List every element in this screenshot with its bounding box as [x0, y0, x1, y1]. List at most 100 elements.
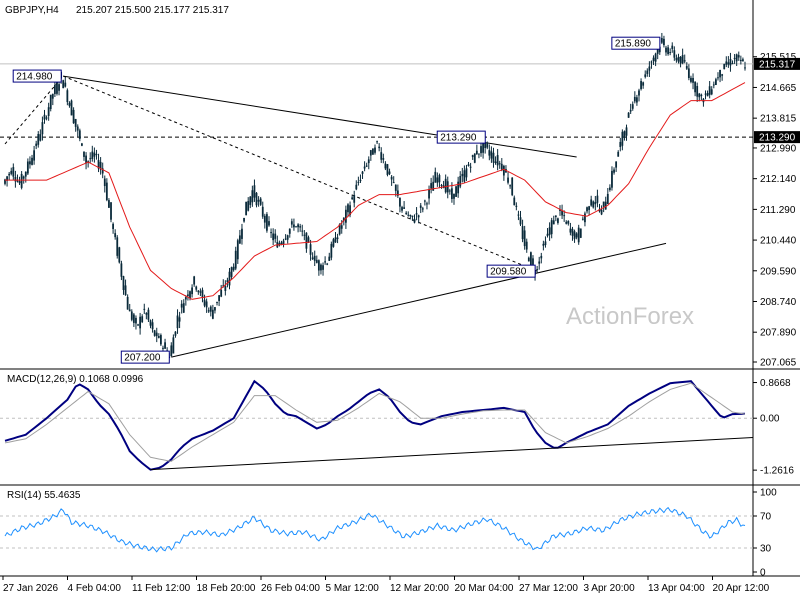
candle-body [232, 266, 235, 271]
candle-body [602, 201, 605, 207]
candle-body [739, 59, 742, 62]
candle-body [340, 225, 343, 229]
candle-body [407, 214, 410, 216]
candle-body [629, 109, 632, 112]
candle-body [151, 322, 154, 330]
candle-body [280, 242, 283, 245]
candle-body [502, 165, 505, 176]
candle-body [301, 230, 304, 232]
symbol-timeframe: GBPJPY,H4 [5, 5, 59, 16]
candle-body [178, 317, 181, 322]
candle-body [584, 213, 586, 223]
candle-body [315, 259, 318, 263]
reference-level-label: 213.290 [759, 133, 796, 144]
price-tick-label: 212.140 [760, 174, 797, 185]
candle-body [698, 93, 701, 98]
candle-body [305, 232, 308, 249]
candle-body [696, 86, 699, 97]
candle-body [473, 153, 476, 163]
candle-body [723, 63, 726, 70]
candle-body [317, 260, 320, 271]
macd-signal-line [4, 382, 746, 462]
candle-body [735, 54, 738, 62]
candle-body [519, 217, 522, 225]
rsi-tick-label: 0 [760, 568, 766, 579]
candle-body [586, 207, 588, 212]
rsi-tick-label: 70 [760, 512, 772, 523]
price-annotation-label: 214.980 [16, 72, 53, 83]
candle-body [128, 309, 131, 312]
candle-body [598, 209, 601, 212]
candle-body [550, 220, 553, 235]
candle-body [114, 233, 117, 238]
candle-body [685, 66, 688, 69]
candle-body [230, 267, 233, 277]
candle-body [498, 163, 501, 165]
current-price-label: 215.317 [759, 59, 796, 70]
candle-body [234, 250, 237, 269]
candle-body [536, 269, 539, 271]
candle-body [153, 330, 156, 336]
candle-body [12, 167, 15, 177]
rsi-label: RSI(14) 55.4635 [7, 490, 81, 501]
candle-body [480, 146, 482, 154]
candle-body [282, 240, 285, 245]
candle-body [349, 205, 351, 216]
candle-body [24, 171, 27, 177]
macd-label: MACD(12,26,9) 0.1068 0.0996 [7, 374, 144, 385]
candle-body [428, 189, 430, 199]
candle-body [145, 312, 148, 315]
candle-body [112, 223, 114, 229]
candle-body [199, 291, 202, 293]
candle-body [43, 114, 46, 120]
candle-body [744, 67, 746, 69]
candle-body [571, 228, 574, 236]
macd-panel [0, 379, 754, 471]
candle-body [58, 84, 60, 91]
candle-body [322, 265, 324, 270]
macd-trendline [150, 437, 754, 471]
candle-body [224, 286, 227, 291]
macd-line [4, 379, 746, 471]
candle-body [201, 289, 204, 298]
candle-body [725, 61, 728, 65]
candle-body [561, 210, 563, 216]
candle-body [467, 164, 470, 167]
candle-body [444, 178, 447, 193]
candle-body [4, 179, 6, 184]
axes: 215.515 214.665 213.815 212.990 212.140 211.2… [2, 52, 800, 594]
candle-body [488, 150, 491, 156]
price-annotation-label: 209.580 [490, 267, 527, 278]
candle-body [99, 161, 102, 170]
candle-body [544, 241, 547, 245]
candle-body [369, 150, 372, 156]
time-tick-label: 18 Feb 20:00 [197, 583, 256, 594]
candle-body [677, 56, 680, 62]
lower-trendline [171, 242, 667, 358]
candle-body [683, 60, 686, 62]
candle-body [667, 47, 669, 55]
candle-body [719, 69, 721, 78]
candle-body [89, 158, 92, 160]
candle-body [293, 224, 295, 228]
candle-body [330, 243, 333, 258]
price-tick-label: 215.515 [760, 52, 797, 63]
candle-body [721, 74, 724, 76]
candle-body [436, 177, 439, 183]
candle-body [299, 226, 302, 228]
candle-body [193, 276, 196, 285]
time-tick-label: 20 Apr 12:00 [713, 583, 770, 594]
candle-body [320, 264, 322, 271]
candle-body [51, 94, 54, 99]
candle-body [523, 230, 526, 247]
candle-body [81, 143, 83, 146]
candle-body [419, 205, 422, 208]
candle-body [554, 215, 557, 218]
price-annotation-label: 213.290 [440, 133, 477, 144]
candle-body [255, 192, 258, 206]
candle-body [665, 47, 667, 53]
candle-body [324, 261, 327, 263]
candle-body [588, 206, 591, 210]
candle-body [382, 158, 385, 160]
